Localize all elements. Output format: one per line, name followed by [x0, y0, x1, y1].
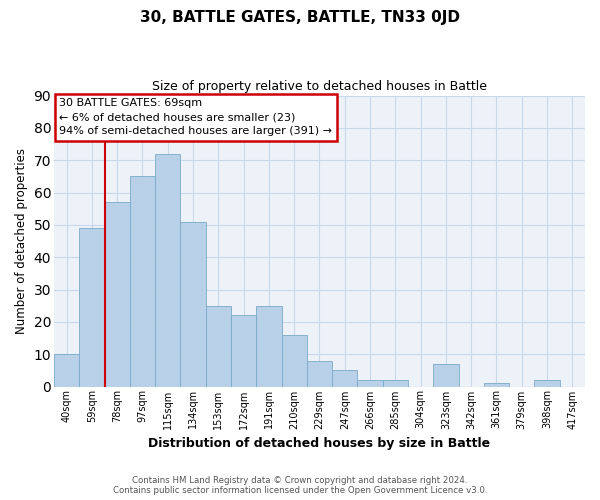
Bar — [281, 335, 307, 386]
Title: Size of property relative to detached houses in Battle: Size of property relative to detached ho… — [152, 80, 487, 93]
Bar — [484, 384, 509, 386]
Y-axis label: Number of detached properties: Number of detached properties — [15, 148, 28, 334]
Text: Contains HM Land Registry data © Crown copyright and database right 2024.
Contai: Contains HM Land Registry data © Crown c… — [113, 476, 487, 495]
Text: 30, BATTLE GATES, BATTLE, TN33 0JD: 30, BATTLE GATES, BATTLE, TN33 0JD — [140, 10, 460, 25]
Bar — [79, 228, 104, 386]
Text: 30 BATTLE GATES: 69sqm
← 6% of detached houses are smaller (23)
94% of semi-deta: 30 BATTLE GATES: 69sqm ← 6% of detached … — [59, 98, 332, 136]
Bar — [383, 380, 408, 386]
Bar — [256, 306, 281, 386]
Bar — [535, 380, 560, 386]
Bar — [54, 354, 79, 386]
Bar — [104, 202, 130, 386]
Bar — [358, 380, 383, 386]
Bar — [231, 316, 256, 386]
Bar — [206, 306, 231, 386]
Bar — [433, 364, 458, 386]
Bar — [130, 176, 155, 386]
Bar — [332, 370, 358, 386]
X-axis label: Distribution of detached houses by size in Battle: Distribution of detached houses by size … — [148, 437, 491, 450]
Bar — [181, 222, 206, 386]
Bar — [155, 154, 181, 386]
Bar — [307, 360, 332, 386]
